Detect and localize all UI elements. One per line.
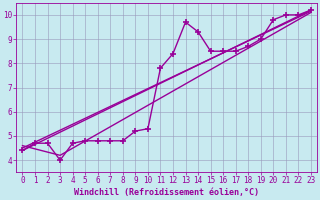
X-axis label: Windchill (Refroidissement éolien,°C): Windchill (Refroidissement éolien,°C) bbox=[74, 188, 259, 197]
